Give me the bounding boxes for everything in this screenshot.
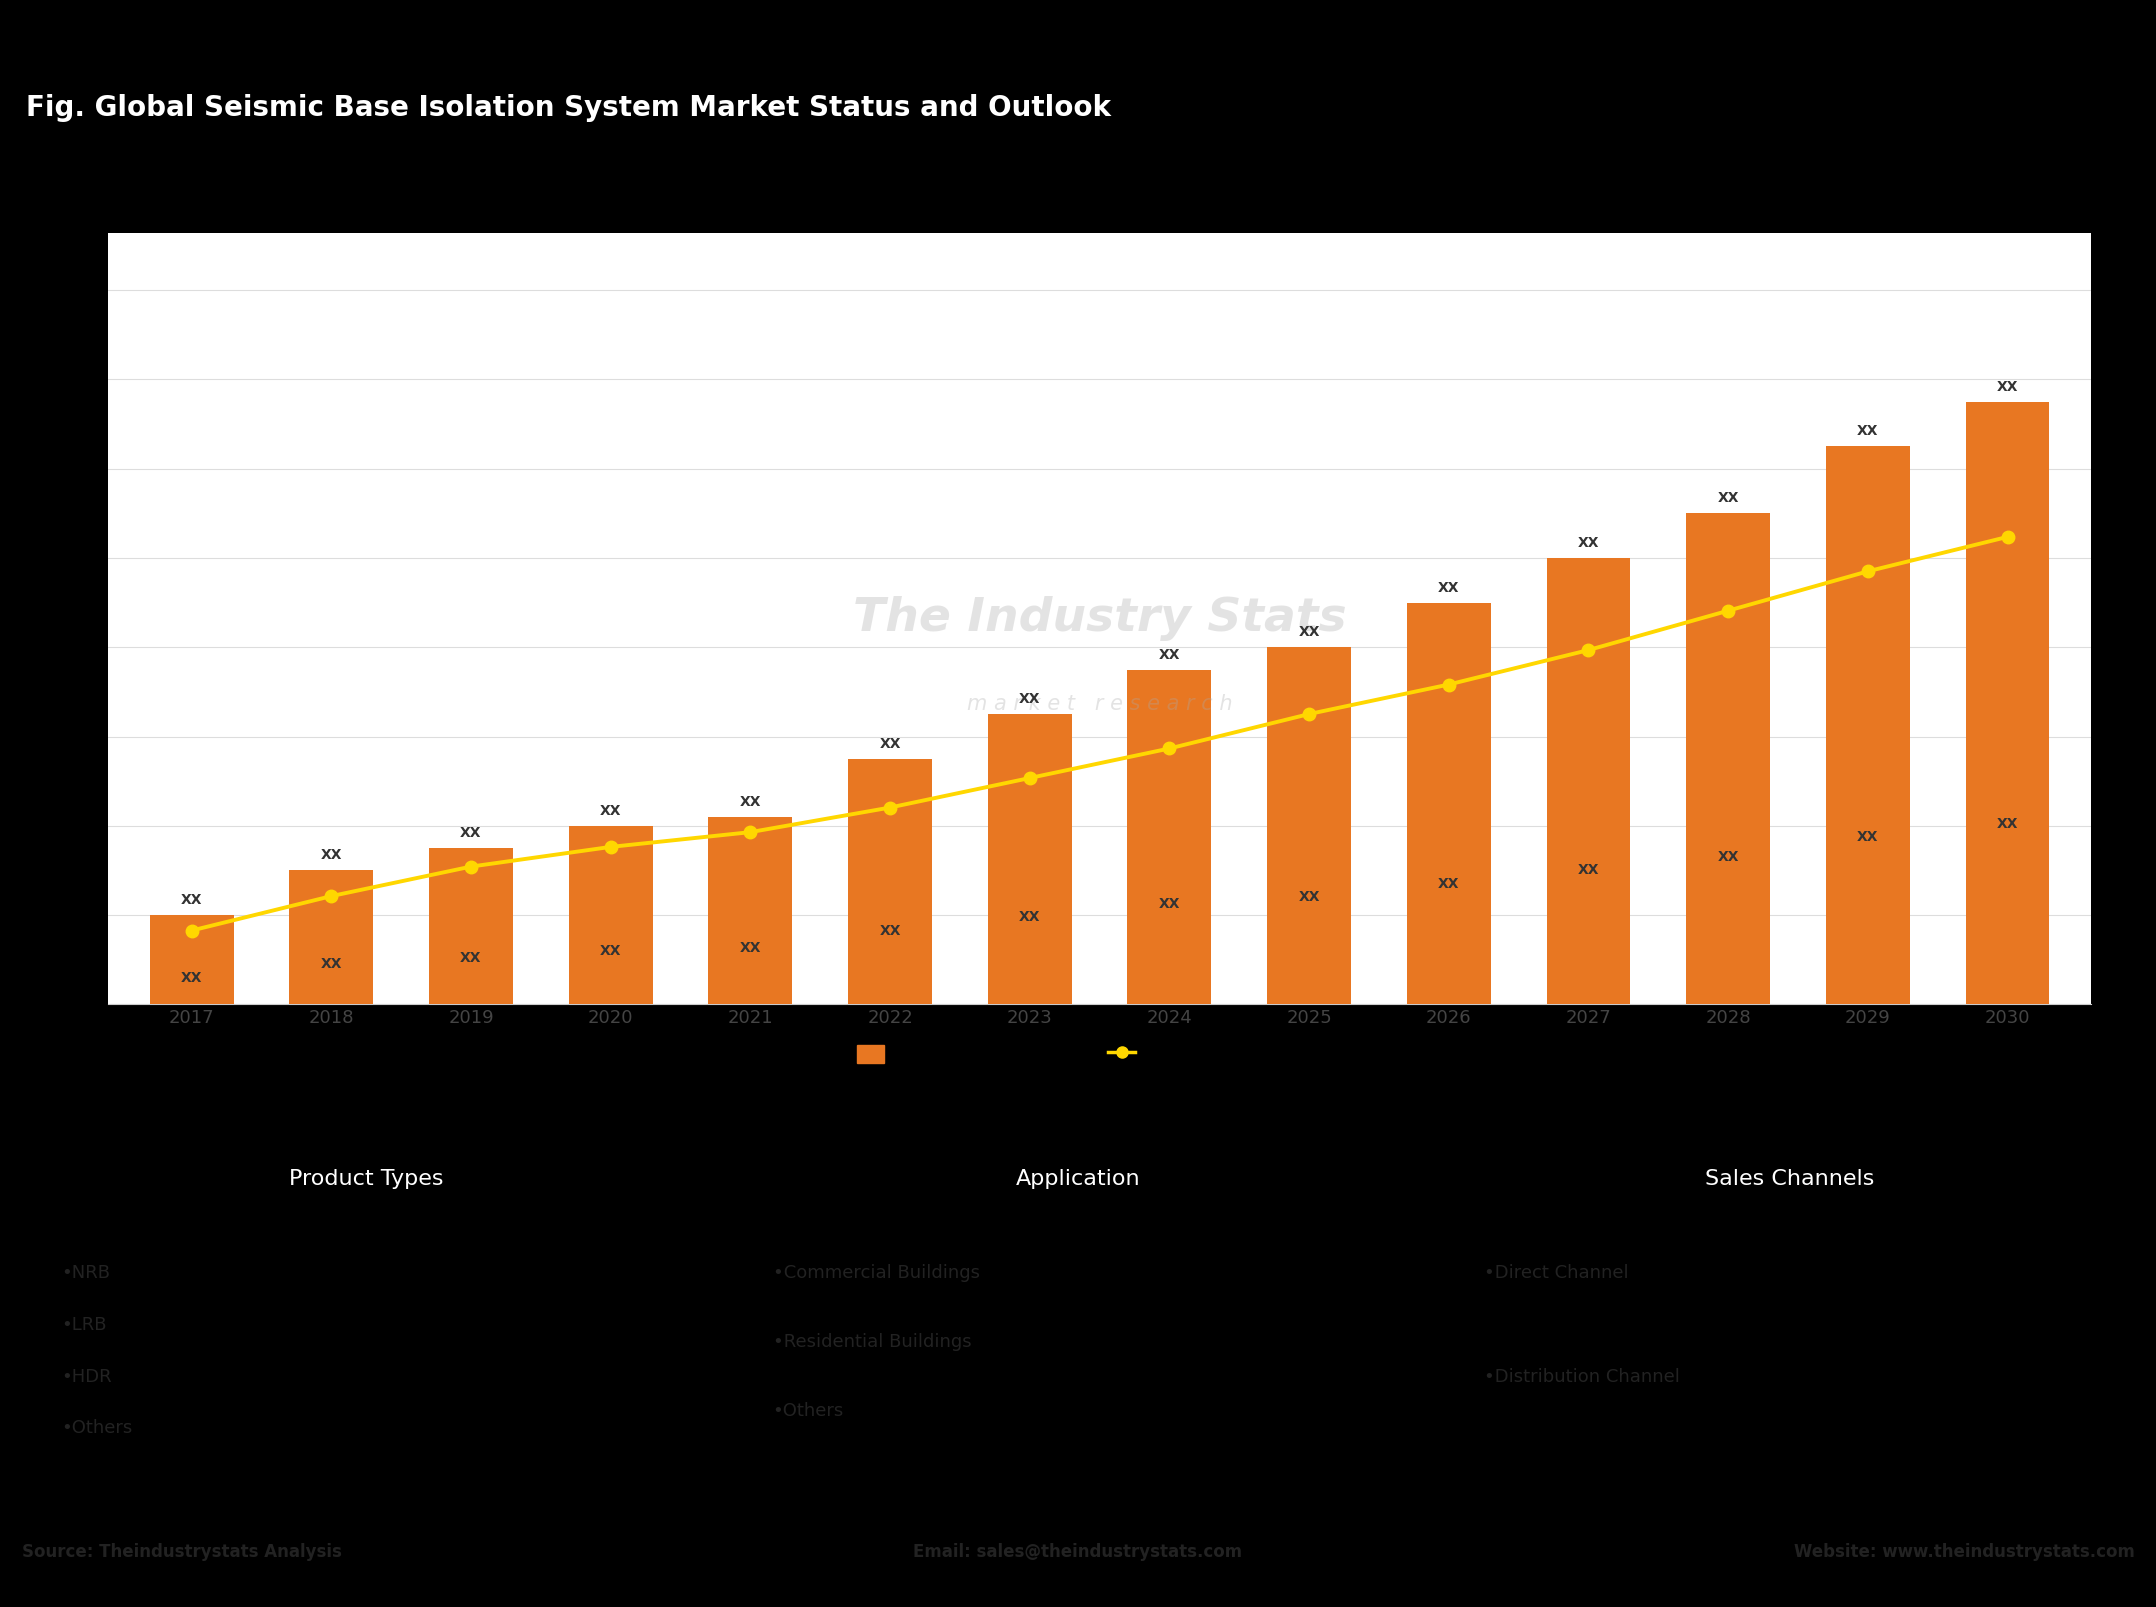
Text: The Industry Stats: The Industry Stats bbox=[854, 596, 1345, 641]
Text: •Distribution Channel: •Distribution Channel bbox=[1483, 1368, 1680, 1385]
Text: •Residential Buildings: •Residential Buildings bbox=[772, 1332, 970, 1351]
Text: XX: XX bbox=[459, 950, 481, 964]
Text: •Others: •Others bbox=[772, 1401, 843, 1421]
Text: XX: XX bbox=[1298, 625, 1319, 640]
Bar bbox=[1408, 603, 1490, 1004]
Text: XX: XX bbox=[880, 738, 901, 750]
Bar bbox=[429, 848, 513, 1004]
Text: XX: XX bbox=[1020, 693, 1041, 705]
Text: m a r k e t   r e s e a r c h: m a r k e t r e s e a r c h bbox=[966, 694, 1233, 714]
Bar bbox=[987, 714, 1072, 1004]
Text: XX: XX bbox=[599, 804, 621, 818]
Text: XX: XX bbox=[880, 924, 901, 938]
Text: XX: XX bbox=[1298, 890, 1319, 905]
Bar bbox=[847, 759, 931, 1004]
Text: Source: Theindustrystats Analysis: Source: Theindustrystats Analysis bbox=[22, 1543, 341, 1562]
Bar bbox=[569, 826, 653, 1004]
Legend: Revenue (Million $), Y-oY Growth Rate (%): Revenue (Million $), Y-oY Growth Rate (%… bbox=[856, 1045, 1343, 1064]
Bar bbox=[1686, 513, 1770, 1004]
Bar bbox=[709, 816, 791, 1004]
Text: XX: XX bbox=[599, 943, 621, 958]
Text: XX: XX bbox=[1578, 863, 1600, 877]
Text: XX: XX bbox=[459, 826, 481, 840]
Text: •HDR: •HDR bbox=[60, 1368, 112, 1385]
Text: XX: XX bbox=[1438, 580, 1460, 595]
Bar bbox=[1966, 402, 2050, 1004]
Bar bbox=[1128, 670, 1212, 1004]
Text: XX: XX bbox=[740, 942, 761, 955]
Text: •Direct Channel: •Direct Channel bbox=[1483, 1263, 1628, 1282]
Text: •Commercial Buildings: •Commercial Buildings bbox=[772, 1263, 979, 1282]
Text: XX: XX bbox=[321, 848, 343, 863]
Text: XX: XX bbox=[1020, 910, 1041, 924]
Text: XX: XX bbox=[181, 893, 203, 906]
Bar bbox=[149, 914, 233, 1004]
Text: XX: XX bbox=[321, 958, 343, 971]
Text: XX: XX bbox=[181, 971, 203, 985]
Text: XX: XX bbox=[740, 795, 761, 808]
Text: XX: XX bbox=[1578, 537, 1600, 550]
Bar bbox=[289, 871, 373, 1004]
Text: XX: XX bbox=[1996, 379, 2018, 394]
Text: •NRB: •NRB bbox=[60, 1263, 110, 1282]
Text: XX: XX bbox=[1158, 648, 1179, 662]
Bar bbox=[1826, 447, 1910, 1004]
Text: Fig. Global Seismic Base Isolation System Market Status and Outlook: Fig. Global Seismic Base Isolation Syste… bbox=[26, 95, 1110, 122]
Bar bbox=[1546, 558, 1630, 1004]
Text: •LRB: •LRB bbox=[60, 1316, 106, 1334]
Text: XX: XX bbox=[1158, 897, 1179, 911]
Bar bbox=[1268, 648, 1352, 1004]
Text: Application: Application bbox=[1015, 1170, 1141, 1189]
Text: Website: www.theindustrystats.com: Website: www.theindustrystats.com bbox=[1794, 1543, 2134, 1562]
Text: XX: XX bbox=[1856, 829, 1878, 844]
Text: Email: sales@theindustrystats.com: Email: sales@theindustrystats.com bbox=[914, 1543, 1242, 1562]
Text: XX: XX bbox=[1718, 850, 1740, 865]
Text: Sales Channels: Sales Channels bbox=[1705, 1170, 1874, 1189]
Text: Product Types: Product Types bbox=[289, 1170, 444, 1189]
Text: XX: XX bbox=[1856, 424, 1878, 439]
Text: XX: XX bbox=[1996, 816, 2018, 831]
Text: XX: XX bbox=[1718, 492, 1740, 505]
Text: XX: XX bbox=[1438, 877, 1460, 890]
Text: •Others: •Others bbox=[60, 1419, 132, 1437]
